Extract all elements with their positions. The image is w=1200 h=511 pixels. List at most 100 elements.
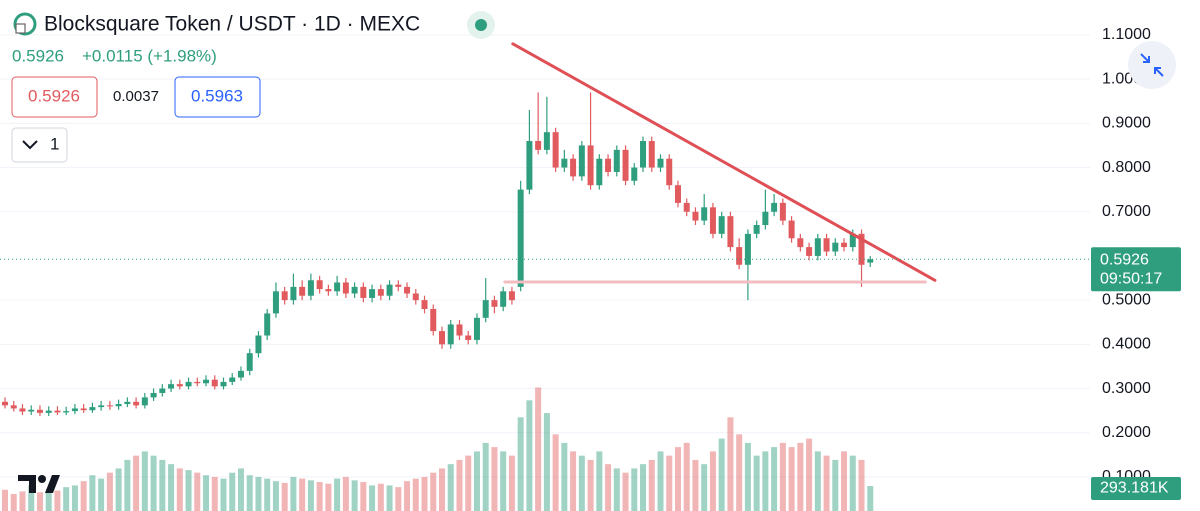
candle-body [98, 405, 105, 408]
candle-body [456, 324, 463, 336]
volume-bar [823, 455, 830, 511]
volume-bar [325, 483, 332, 511]
volume-bar [465, 455, 472, 511]
candle-body [115, 404, 122, 407]
candle-body [535, 141, 542, 150]
candle-body [613, 149, 620, 172]
chevron [22, 140, 38, 150]
y-tick-label: 0.5000 [1102, 291, 1151, 308]
volume-bar [701, 464, 708, 511]
volume-bar [124, 459, 131, 511]
volume-bar [692, 459, 699, 511]
candle-body [779, 202, 786, 221]
volume-bar [36, 492, 43, 511]
candle-body [404, 286, 411, 294]
collapse-button[interactable] [1128, 41, 1176, 89]
volume-bar [858, 459, 865, 511]
volume-bar [80, 481, 87, 511]
sell-button[interactable] [11, 76, 98, 118]
volume-bar [814, 451, 821, 511]
candle-body [36, 409, 43, 413]
candle-body [543, 132, 550, 150]
buy-button[interactable] [174, 76, 261, 118]
volume-bar [369, 485, 376, 511]
y-tick-label: 1.1000 [1102, 26, 1151, 43]
volume-label: 293.181K [1100, 480, 1169, 497]
volume-bar [54, 490, 61, 511]
candle-body [587, 145, 594, 186]
volume-bar [779, 442, 786, 511]
volume-bar [605, 464, 612, 511]
candle-body [377, 289, 384, 296]
candle-body [316, 280, 323, 290]
y-tick-label: 0.3000 [1102, 380, 1151, 397]
volume-bar [211, 476, 218, 511]
candle-body [159, 388, 166, 393]
tv-logo [18, 475, 60, 493]
volume-bar [115, 468, 122, 511]
candle-body [237, 370, 244, 378]
volume-bar [517, 417, 524, 511]
candle-body [465, 335, 472, 340]
volume-bar [491, 447, 498, 511]
volume-bar [867, 486, 874, 511]
volume-bar [482, 442, 489, 511]
candle-body [342, 282, 349, 294]
volume-bar [203, 475, 210, 511]
volume-bar [640, 464, 647, 511]
volume-bar [264, 478, 271, 511]
volume-bar [360, 482, 367, 511]
indicator-count: 1 [50, 134, 59, 153]
sell-price: 0.5926 [28, 86, 80, 105]
candle-body [54, 410, 61, 413]
y-tick-label: 0.8000 [1102, 159, 1151, 176]
volume-bar [281, 482, 288, 511]
volume-bar [849, 455, 856, 511]
candle-body [430, 308, 437, 332]
volume-bar [220, 478, 227, 511]
candle-body [858, 233, 865, 265]
volume-bar [45, 488, 52, 511]
volume-bar [159, 459, 166, 511]
y-tick-label: 0.2000 [1102, 424, 1151, 441]
candle-body [806, 247, 813, 256]
candle-body [832, 242, 839, 252]
candle-body [701, 207, 708, 221]
candle-body [753, 224, 760, 234]
volume-bar [613, 468, 620, 511]
volume-bar [788, 447, 795, 511]
candle-body [124, 401, 131, 405]
candle-body [63, 411, 70, 413]
y-tick-label: 0.9000 [1102, 115, 1151, 132]
volume-label-box [1091, 477, 1181, 501]
candle-body [10, 405, 17, 409]
candle-body [692, 211, 699, 221]
candle-body [299, 286, 306, 296]
volume-bar [255, 476, 262, 511]
indicators-toggle[interactable] [11, 127, 68, 163]
volume-bar [718, 438, 725, 511]
volume-bar [377, 483, 384, 511]
candle-body [744, 233, 751, 265]
volume-bar [683, 442, 690, 511]
volume-bar [299, 478, 306, 511]
volume-bar [797, 442, 804, 511]
spread: 0.0037 [113, 88, 159, 105]
candle-body [762, 211, 769, 225]
candle-body [561, 158, 568, 168]
candle-body [71, 408, 78, 412]
volume-bar [657, 451, 664, 511]
volume-bar [71, 485, 78, 511]
volume-bar [168, 464, 175, 511]
price-label-box [1091, 247, 1181, 292]
countdown-label: 09:50:17 [1100, 270, 1162, 287]
volume-bar [832, 459, 839, 511]
volume-bar [334, 478, 341, 511]
status-dot [475, 19, 487, 31]
candle-body [596, 158, 603, 186]
volume-bar [176, 468, 183, 511]
candle-body [841, 242, 848, 248]
volume-bar [237, 468, 244, 511]
candle-body [666, 158, 673, 186]
